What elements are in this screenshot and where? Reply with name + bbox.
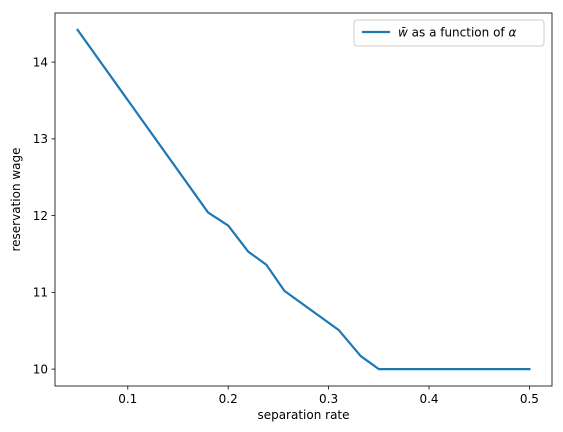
y-tick-label: 14 — [33, 55, 48, 69]
x-axis: 0.1 0.2 0.3 0.4 0.5 — [118, 386, 539, 406]
legend-label: w̄ as a function of α — [398, 26, 516, 40]
legend-box — [353, 19, 545, 47]
series-layer — [76, 28, 531, 371]
y-tick-label: 10 — [33, 362, 48, 376]
series-line-reservation-wage — [76, 28, 531, 371]
x-tick-label: 0.1 — [118, 392, 137, 406]
x-tick-label: 0.5 — [520, 392, 539, 406]
x-tick-label: 0.3 — [319, 392, 338, 406]
y-tick-label: 12 — [33, 209, 48, 223]
legend-label-symbol: w̄ — [398, 26, 408, 40]
plot-area — [54, 12, 553, 387]
x-tick-label: 0.4 — [419, 392, 438, 406]
axes-frame — [54, 12, 553, 387]
legend-label-text: as a function of — [408, 26, 509, 40]
y-tick-label: 11 — [33, 286, 48, 300]
y-axis-label: reservation wage — [9, 147, 23, 251]
x-tick-label: 0.2 — [219, 392, 238, 406]
legend-label-alpha: α — [508, 26, 516, 40]
legend: w̄ as a function of α — [353, 19, 545, 47]
x-axis-label: separation rate — [257, 408, 349, 422]
y-axis: 10 11 12 13 14 — [33, 55, 55, 376]
y-tick-label: 13 — [33, 132, 48, 146]
